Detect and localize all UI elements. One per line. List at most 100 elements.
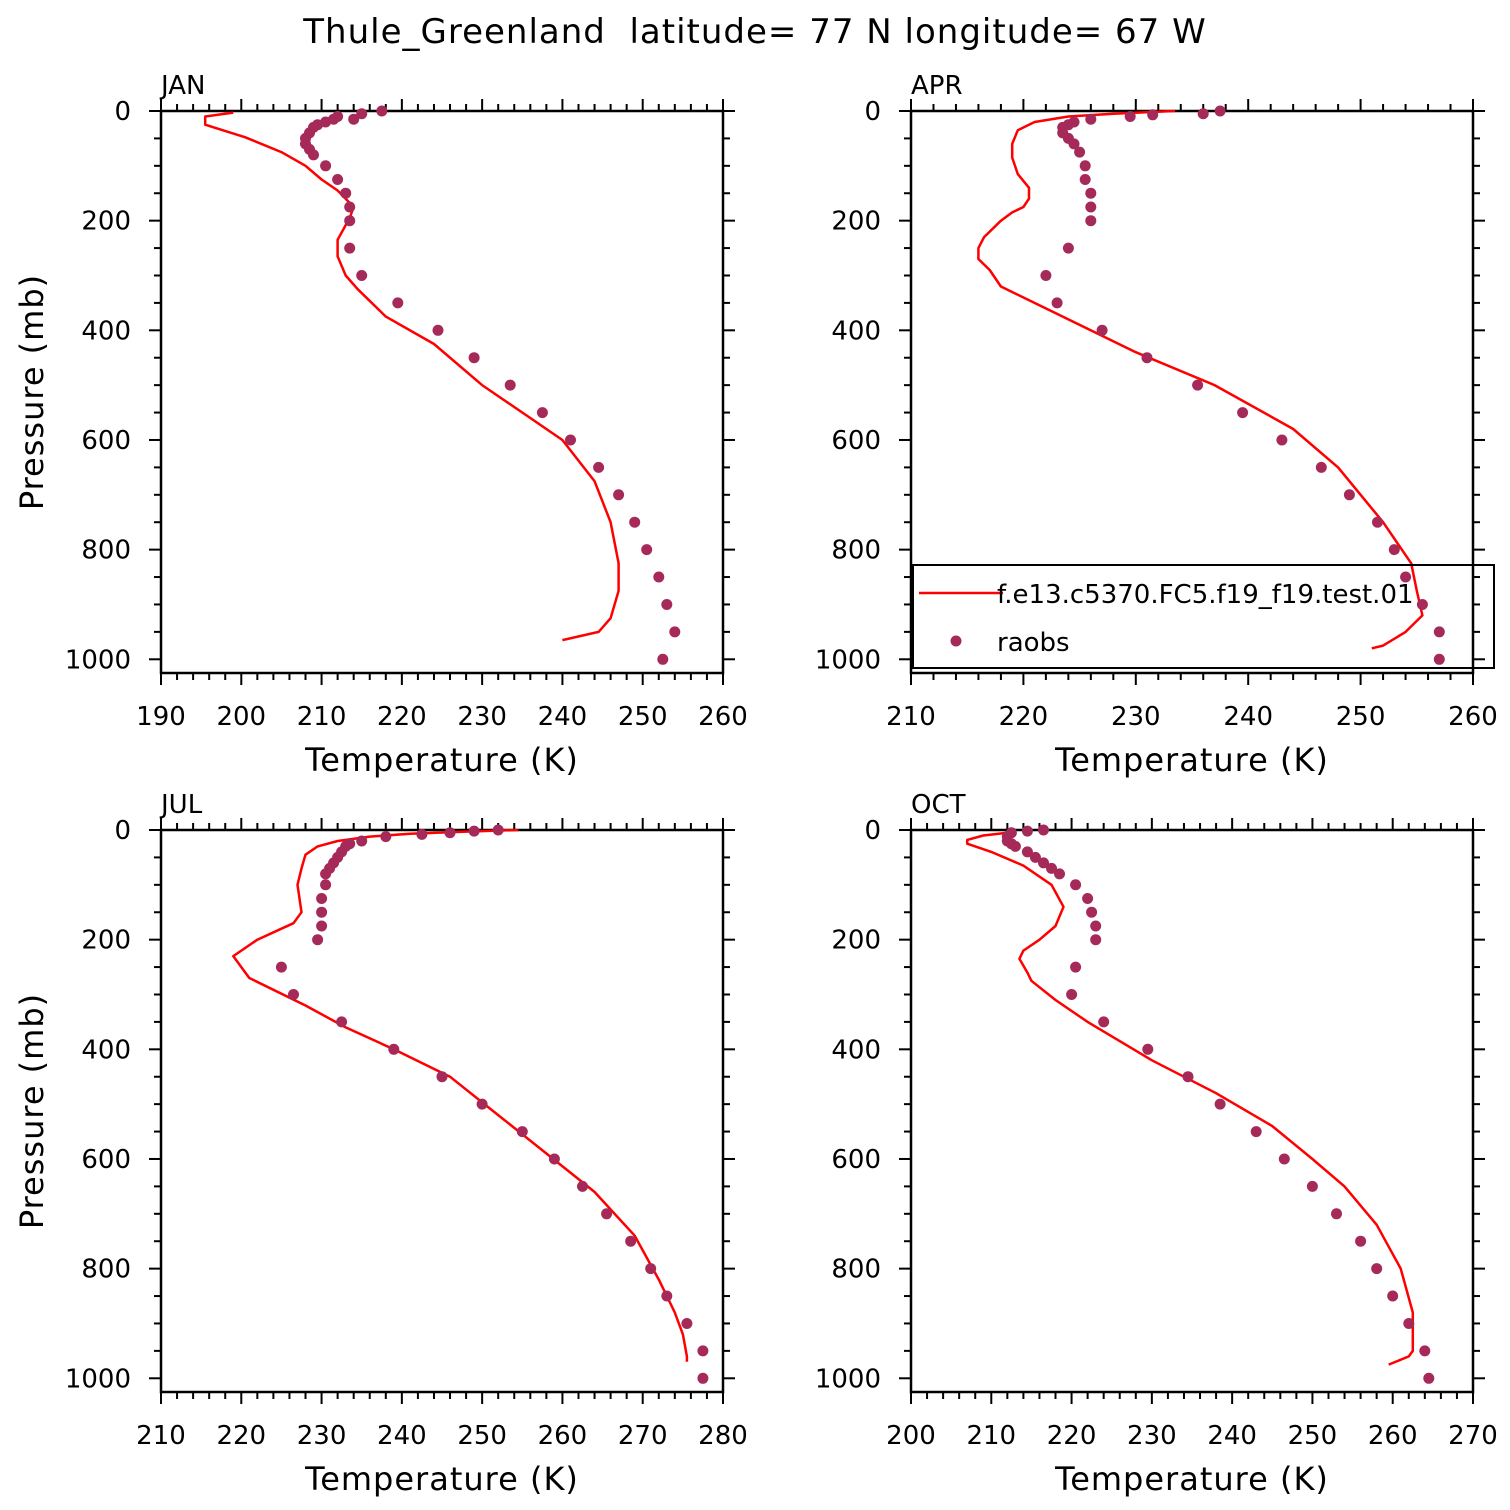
raobs-point	[593, 461, 605, 473]
raobs-point	[312, 934, 324, 946]
raobs-point	[1197, 108, 1209, 120]
x-tick-label: 250	[618, 702, 668, 732]
y-axis-title: Pressure (mb)	[13, 274, 51, 510]
panel-apr: 210 220 230 240 250 260 0 200 400 600 800 1000 APR Te…	[815, 71, 1498, 779]
raobs-point	[1387, 1290, 1399, 1302]
x-tick-label: 200	[216, 702, 266, 732]
model-line	[977, 109, 1424, 650]
raobs-point	[1214, 1098, 1226, 1110]
x-tick-label: 270	[1448, 1421, 1498, 1451]
raobs-point	[1214, 105, 1226, 117]
raobs-point	[1051, 297, 1063, 309]
raobs-point	[1400, 571, 1412, 583]
y-tick-label: 800	[831, 536, 881, 566]
raobs-point	[348, 113, 360, 125]
raobs-point	[613, 489, 625, 501]
raobs-point	[601, 1208, 613, 1220]
raobs-point	[1355, 1235, 1367, 1247]
raobs-point	[1276, 434, 1288, 446]
raobs-point	[288, 989, 299, 1000]
raobs-point	[308, 149, 319, 161]
x-axis-title: Temperature (K)	[1054, 1460, 1329, 1498]
raobs-point	[476, 1098, 488, 1110]
x-tick-label: 230	[297, 1421, 347, 1451]
raobs-point	[1066, 989, 1078, 1000]
raobs-point	[344, 242, 356, 254]
raobs-point	[1403, 1318, 1415, 1329]
raobs-point	[1085, 215, 1097, 227]
y-tick-label: 0	[864, 97, 881, 127]
x-tick-label: 190	[136, 702, 186, 732]
raobs-point	[320, 868, 332, 880]
raobs-point	[1038, 824, 1049, 836]
raobs-point	[516, 1126, 528, 1138]
x-tick-label: 250	[1336, 702, 1386, 732]
x-tick-label: 220	[377, 702, 427, 732]
raobs-point	[468, 352, 480, 364]
y-tick-label: 200	[831, 926, 881, 956]
raobs-point	[625, 1235, 637, 1247]
x-tick-label: 250	[457, 1421, 507, 1451]
y-tick-label: 400	[81, 316, 131, 346]
raobs-point	[344, 201, 356, 213]
plot-frame	[909, 828, 1475, 1394]
y-tick-label: 800	[81, 1255, 131, 1285]
x-axis-title: Temperature (K)	[304, 1460, 579, 1498]
raobs-point	[536, 407, 548, 419]
raobs-point	[653, 571, 665, 583]
raobs-point	[316, 906, 328, 918]
model-line	[232, 828, 689, 1362]
x-tick-label: 240	[1223, 702, 1273, 732]
raobs-point	[388, 1043, 400, 1055]
raobs-point	[1419, 1345, 1431, 1357]
raobs-point	[1070, 879, 1082, 891]
raobs-point	[1086, 906, 1098, 918]
raobs-point	[1147, 109, 1159, 121]
raobs-point	[416, 828, 428, 840]
x-tick-label: 250	[1288, 1421, 1338, 1451]
x-tick-label: 220	[999, 702, 1049, 732]
model-line	[203, 111, 620, 642]
x-tick-label: 220	[1047, 1421, 1097, 1451]
legend-model-label: f.e13.c5370.FC5.f19_f19.test.01	[997, 580, 1414, 610]
raobs-point	[657, 653, 669, 665]
raobs-point	[468, 825, 480, 837]
y-tick-label: 200	[831, 207, 881, 237]
x-tick-label: 260	[538, 1421, 588, 1451]
plot-frame	[159, 109, 725, 675]
raobs-point	[320, 879, 332, 891]
raobs-point	[1388, 544, 1400, 556]
raobs-point	[1070, 961, 1082, 973]
raobs-point	[340, 187, 352, 199]
raobs-point	[641, 544, 653, 556]
raobs-point	[1306, 1180, 1318, 1192]
raobs-point	[1343, 489, 1355, 501]
legend-obs-label: raobs	[997, 628, 1070, 658]
y-tick-label: 600	[81, 1145, 131, 1175]
panel-jul: 210 220 230 240 250 260 270 280 0 200 400 600 800 100…	[13, 790, 748, 1498]
x-tick-label: 240	[1207, 1421, 1257, 1451]
raobs-point	[432, 324, 444, 336]
raobs-point	[275, 961, 287, 973]
raobs-point	[669, 626, 681, 638]
raobs-point	[1331, 1208, 1342, 1220]
raobs-point	[380, 831, 392, 843]
raobs-point	[1079, 174, 1091, 185]
raobs-point	[1090, 920, 1102, 932]
raobs-point	[336, 1016, 348, 1028]
raobs-point	[320, 160, 332, 172]
x-tick-label: 280	[698, 1421, 748, 1451]
y-tick-label: 600	[81, 426, 131, 456]
raobs-point	[1124, 111, 1136, 122]
raobs-point	[1416, 599, 1428, 610]
raobs-point	[1096, 324, 1108, 336]
raobs-point	[344, 215, 356, 227]
raobs-point	[565, 434, 576, 446]
x-tick-label: 210	[966, 1421, 1016, 1451]
x-axis-title: Temperature (K)	[304, 741, 579, 779]
raobs-point	[697, 1372, 709, 1384]
y-tick-label: 1000	[65, 1364, 131, 1394]
raobs-point	[1038, 857, 1049, 869]
raobs-point	[661, 599, 673, 610]
